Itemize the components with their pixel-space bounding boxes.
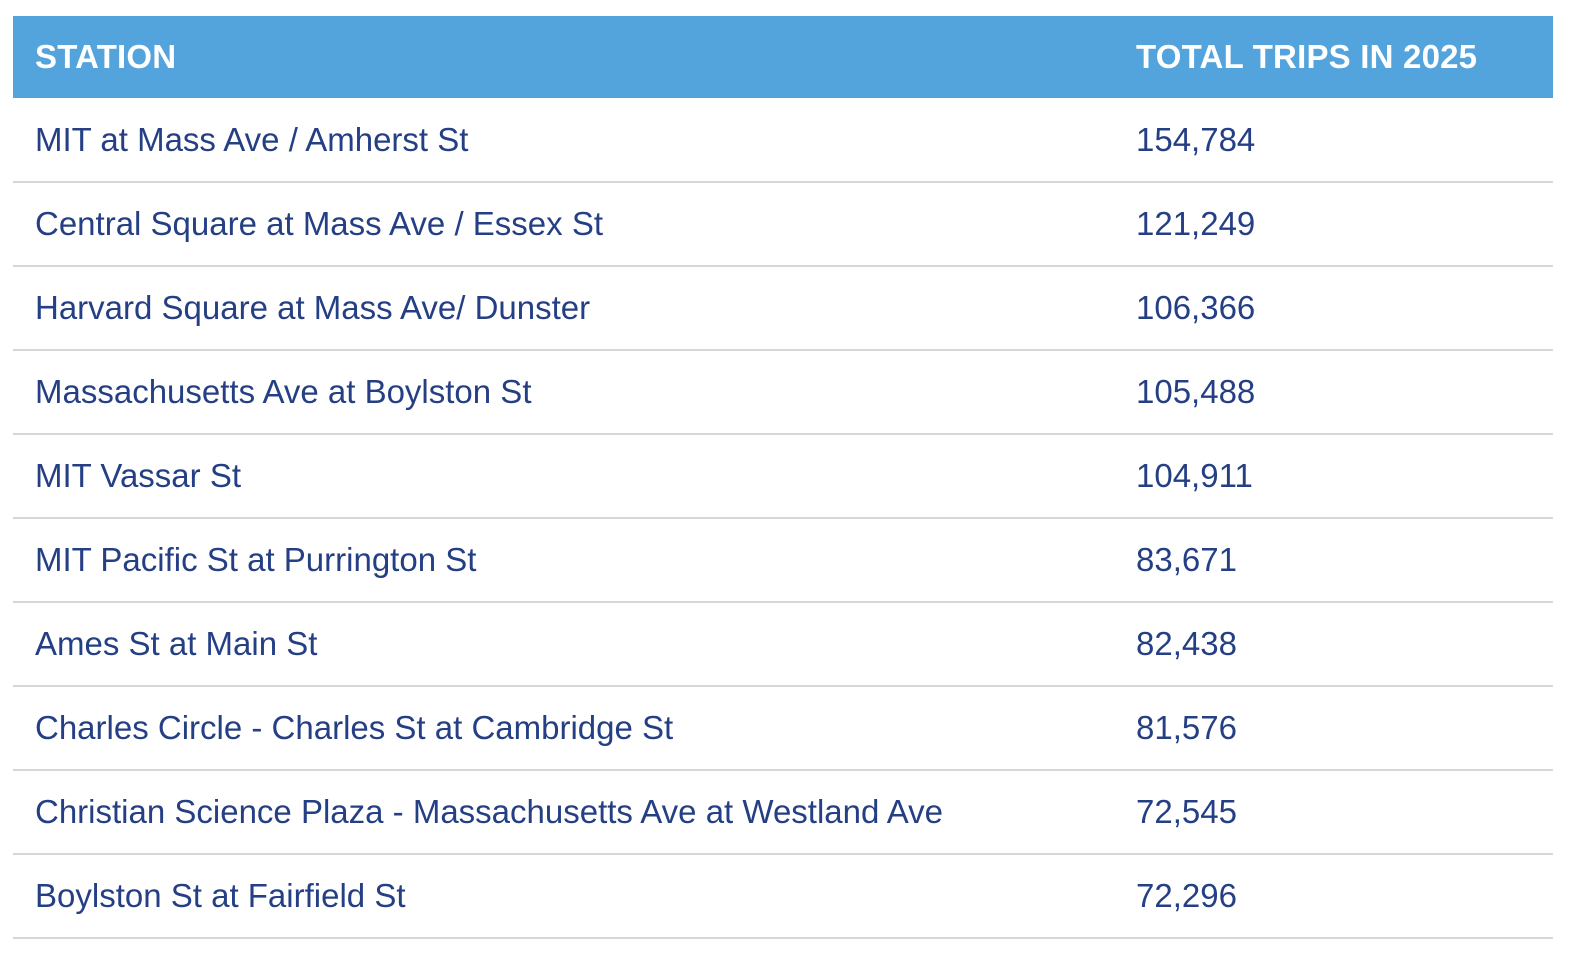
table-row: Central Square at Mass Ave / Essex St 12…	[13, 182, 1553, 266]
table-row: Harvard Square at Mass Ave/ Dunster 106,…	[13, 266, 1553, 350]
trips-cell: 82,438	[1136, 625, 1237, 662]
trips-table-container: STATION TOTAL TRIPS IN 2025 MIT at Mass …	[13, 16, 1553, 939]
trips-cell: 83,671	[1136, 541, 1237, 578]
header-row: STATION TOTAL TRIPS IN 2025	[13, 16, 1553, 98]
station-cell: Massachusetts Ave at Boylston St	[35, 373, 532, 410]
trips-cell: 72,296	[1136, 877, 1237, 914]
station-column-header: STATION	[35, 38, 177, 75]
table-row: Ames St at Main St 82,438	[13, 602, 1553, 686]
table-row: MIT at Mass Ave / Amherst St 154,784	[13, 98, 1553, 182]
trips-cell: 106,366	[1136, 289, 1256, 326]
trips-cell: 81,576	[1136, 709, 1237, 746]
table-row: MIT Vassar St 104,911	[13, 434, 1553, 518]
table-row: MIT Pacific St at Purrington St 83,671	[13, 518, 1553, 602]
trips-cell: 105,488	[1136, 373, 1256, 410]
trips-cell: 154,784	[1136, 120, 1256, 158]
station-cell: Central Square at Mass Ave / Essex St	[35, 205, 603, 242]
station-cell: Charles Circle - Charles St at Cambridge…	[35, 709, 674, 746]
station-cell: Boylston St at Fairfield St	[35, 877, 406, 914]
station-cell: Harvard Square at Mass Ave/ Dunster	[35, 289, 591, 326]
station-cell: Christian Science Plaza - Massachusetts …	[35, 793, 943, 830]
station-trips-table: STATION TOTAL TRIPS IN 2025 MIT at Mass …	[13, 16, 1553, 939]
trips-cell: 121,249	[1136, 205, 1256, 242]
station-cell: MIT Vassar St	[35, 457, 241, 494]
table-row: Boylston St at Fairfield St 72,296	[13, 854, 1553, 938]
station-cell: MIT at Mass Ave / Amherst St	[35, 120, 469, 158]
trips-column-header: TOTAL TRIPS IN 2025	[1136, 38, 1478, 75]
station-cell: MIT Pacific St at Purrington St	[35, 541, 477, 578]
trips-cell: 104,911	[1136, 457, 1253, 494]
table-row: Massachusetts Ave at Boylston St 105,488	[13, 350, 1553, 434]
table-body: MIT at Mass Ave / Amherst St 154,784 Cen…	[13, 98, 1553, 938]
trips-cell: 72,545	[1136, 793, 1237, 830]
table-row: Charles Circle - Charles St at Cambridge…	[13, 686, 1553, 770]
table-header: STATION TOTAL TRIPS IN 2025	[13, 16, 1553, 98]
table-row: Christian Science Plaza - Massachusetts …	[13, 770, 1553, 854]
station-cell: Ames St at Main St	[35, 625, 318, 662]
